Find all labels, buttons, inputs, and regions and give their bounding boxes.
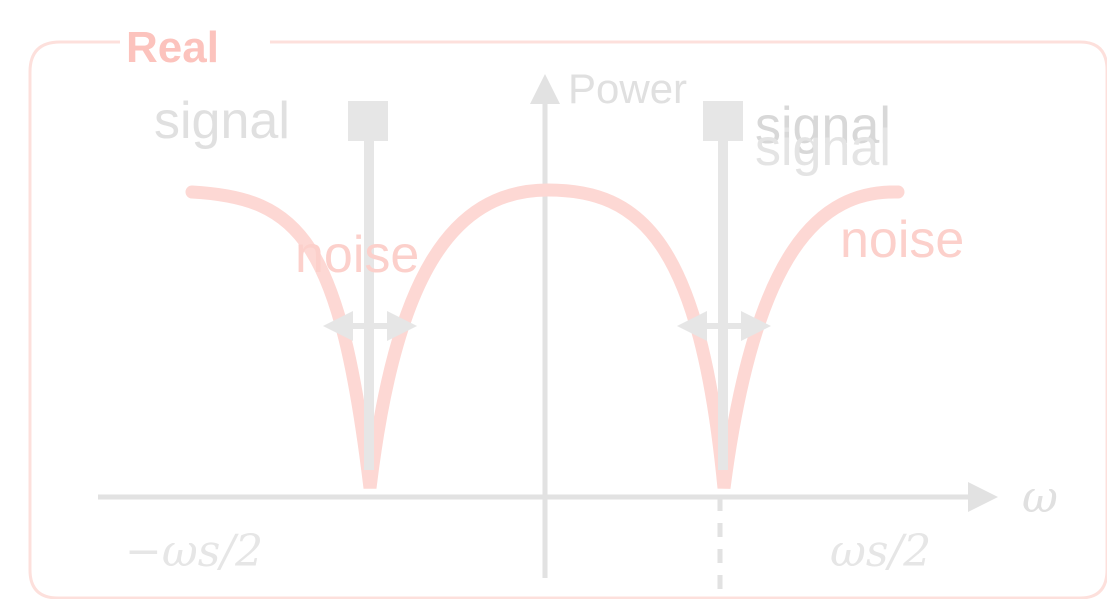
x-tick-right: ωs/2	[830, 526, 931, 577]
noise-label-right: noise	[840, 211, 964, 269]
x-axis-label: ω	[1022, 472, 1058, 523]
signal-marker-right	[703, 101, 743, 141]
signal-label-right-a: signal	[755, 97, 891, 155]
panel-frame	[28, 40, 1107, 599]
signal-label-right-b: signal	[755, 119, 891, 177]
noise-label-left: noise	[295, 226, 419, 284]
x-tick-left: −ωs/2	[125, 526, 263, 577]
signal-marker-left	[348, 101, 388, 141]
y-axis-label: Power	[568, 65, 687, 112]
signal-label-left: signal	[154, 92, 290, 150]
panel-title: Real	[126, 23, 219, 72]
